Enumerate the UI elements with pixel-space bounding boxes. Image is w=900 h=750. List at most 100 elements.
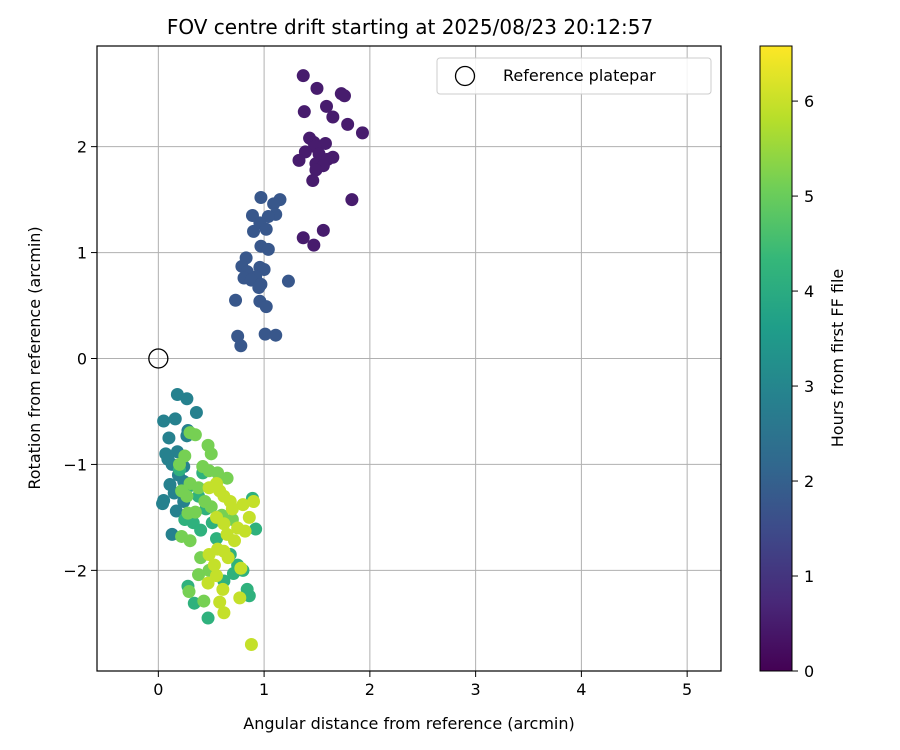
data-point (238, 524, 252, 538)
data-point (216, 582, 230, 596)
x-tick-label: 1 (259, 680, 269, 699)
data-point (259, 222, 273, 236)
data-point (267, 197, 281, 211)
colorbar-title: Hours from first FF file (828, 269, 847, 448)
data-point (252, 281, 266, 295)
data-point (292, 153, 306, 167)
data-point (254, 190, 268, 204)
data-point (257, 263, 271, 277)
data-point (192, 481, 206, 495)
data-point (355, 126, 369, 140)
data-point (168, 412, 182, 426)
data-point (183, 534, 197, 548)
data-point (242, 510, 256, 524)
x-tick-label: 3 (471, 680, 481, 699)
data-point (247, 224, 261, 238)
x-tick-label: 2 (365, 680, 375, 699)
x-tick-label: 4 (576, 680, 586, 699)
data-point (221, 551, 235, 565)
data-point (217, 517, 231, 531)
data-point (157, 414, 171, 428)
data-point (172, 457, 186, 471)
data-point (306, 174, 320, 188)
data-point (320, 99, 334, 113)
colorbar-tick-label: 4 (804, 282, 814, 301)
data-point (296, 69, 310, 83)
data-point (202, 481, 216, 495)
data-point (261, 242, 275, 256)
y-tick-label: −2 (63, 561, 87, 580)
data-point (182, 585, 196, 599)
legend-marker-icon (454, 65, 476, 87)
y-tick-label: 1 (77, 244, 87, 263)
data-point (175, 484, 189, 498)
y-tick-label: −1 (63, 455, 87, 474)
data-point (326, 110, 340, 124)
data-point (309, 163, 323, 177)
data-point (211, 466, 225, 480)
data-point (233, 591, 247, 605)
data-point (229, 293, 243, 307)
x-tick-label: 5 (682, 680, 692, 699)
data-point (341, 117, 355, 131)
data-point (227, 534, 241, 548)
data-point (204, 447, 218, 461)
data-point (249, 522, 263, 536)
data-point (201, 576, 215, 590)
data-point (337, 89, 351, 103)
data-point (207, 558, 221, 572)
data-point (194, 523, 208, 537)
data-point (318, 136, 332, 150)
x-axis-ticks: 0 1 2 3 4 5 (153, 671, 692, 699)
data-point (180, 392, 194, 406)
data-point (213, 595, 227, 609)
colorbar-tick-label: 6 (804, 92, 814, 111)
y-axis-ticks: −2 −1 0 1 2 (63, 138, 97, 580)
data-point (225, 502, 239, 516)
data-point (162, 431, 176, 445)
x-axis-title: Angular distance from reference (arcmin) (243, 714, 574, 733)
data-point (189, 406, 203, 420)
legend: Reference platepar (436, 57, 712, 95)
data-point (210, 569, 224, 583)
data-point (234, 561, 248, 575)
data-point (201, 611, 215, 625)
data-point (307, 238, 321, 252)
data-point (297, 105, 311, 119)
colorbar-ticks: 0 1 2 3 4 5 6 (792, 92, 814, 681)
colorbar-tick-label: 3 (804, 377, 814, 396)
data-point (259, 300, 273, 314)
data-point (181, 506, 195, 520)
data-point (217, 606, 231, 620)
data-point (281, 274, 295, 288)
legend-label: Reference platepar (503, 66, 656, 85)
grid-lines (97, 46, 721, 671)
data-point (310, 81, 324, 95)
data-point (247, 495, 261, 509)
data-point (188, 428, 202, 442)
colorbar-tick-label: 0 (804, 662, 814, 681)
colorbar-tick-label: 2 (804, 472, 814, 491)
data-point (269, 328, 283, 342)
data-point (316, 223, 330, 237)
chart-title: FOV centre drift starting at 2025/08/23 … (167, 15, 653, 39)
data-point (296, 231, 310, 245)
legend-box (436, 57, 712, 95)
data-point (204, 500, 218, 514)
colorbar (759, 45, 793, 672)
data-point (220, 471, 234, 485)
data-point (213, 484, 227, 498)
data-point (244, 638, 258, 652)
data-point (236, 498, 250, 512)
reference-platepar-point (148, 348, 169, 369)
data-point (234, 339, 248, 353)
data-points (156, 69, 369, 652)
y-tick-label: 2 (77, 138, 87, 157)
colorbar-tick-label: 5 (804, 187, 814, 206)
x-tick-label: 0 (153, 680, 163, 699)
data-point (345, 193, 359, 207)
data-point (156, 497, 170, 511)
data-point (169, 504, 183, 518)
data-point (197, 594, 211, 608)
